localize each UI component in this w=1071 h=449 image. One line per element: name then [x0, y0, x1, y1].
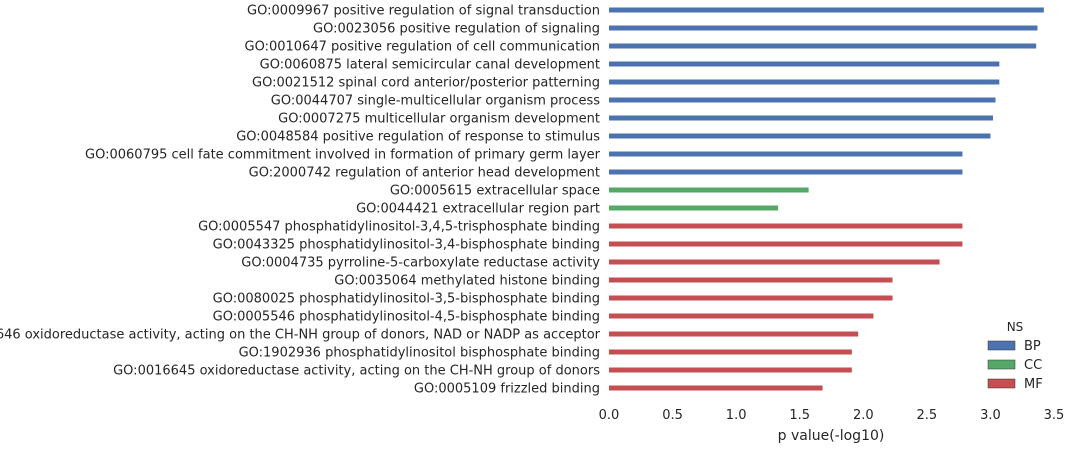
bar — [609, 259, 940, 265]
bar — [609, 61, 1000, 67]
bar — [609, 205, 779, 211]
category-label: GO:0060875 lateral semicircular canal de… — [260, 58, 600, 73]
category-label: GO:1902936 phosphatidylinositol bisphosp… — [239, 346, 600, 361]
x-tick-label: 1.0 — [726, 408, 747, 423]
legend-label: MF — [1024, 377, 1043, 392]
category-label: GO:0009967 positive regulation of signal… — [247, 4, 600, 19]
category-label: GO:0007275 multicellular organism develo… — [278, 112, 600, 127]
legend-label: BP — [1024, 339, 1041, 354]
x-tick-label: 3.5 — [1044, 408, 1065, 423]
category-label: GO:0004735 pyrroline-5-carboxylate reduc… — [241, 256, 600, 271]
bar — [609, 313, 874, 319]
bar — [609, 151, 963, 157]
bar — [609, 331, 859, 337]
category-labels: GO:0009967 positive regulation of signal… — [0, 4, 601, 397]
legend-title: NS — [1007, 320, 1024, 334]
category-label: GO:0023056 positive regulation of signal… — [313, 22, 600, 37]
x-axis-ticks: 0.0 0.5 1.0 1.5 2.0 2.5 3.0 3.5 — [599, 408, 1065, 423]
bar — [609, 169, 963, 175]
category-label: GO:0048584 positive regulation of respon… — [236, 130, 600, 145]
x-tick-label: 0.0 — [599, 408, 620, 423]
category-label: GO:0005615 extracellular space — [390, 184, 600, 199]
x-tick-label: 2.0 — [853, 408, 874, 423]
category-label: GO:0010647 positive regulation of cell c… — [245, 40, 600, 55]
x-tick-label: 0.5 — [662, 408, 683, 423]
category-label: GO:0005547 phosphatidylinositol-3,4,5-tr… — [198, 220, 600, 235]
bar — [609, 97, 996, 103]
bar — [609, 349, 852, 355]
category-label: GO:0005109 frizzled binding — [414, 382, 600, 397]
bar — [609, 223, 963, 229]
bar — [609, 241, 963, 247]
legend-label: CC — [1024, 358, 1042, 373]
category-label: GO:0080025 phosphatidylinositol-3,5-bisp… — [213, 292, 600, 307]
category-label: GO:0016645 oxidoreductase activity, acti… — [113, 364, 600, 379]
bar — [609, 25, 1038, 31]
x-tick-label: 2.5 — [917, 408, 938, 423]
bar — [609, 295, 893, 301]
x-tick-label: 3.0 — [980, 408, 1001, 423]
category-label: GO:0044421 extracellular region part — [356, 202, 600, 217]
legend-entries: BP CC MF — [987, 339, 1043, 392]
category-label: GO:0016646 oxidoreductase activity, acti… — [0, 328, 601, 343]
category-label: GO:0060795 cell fate commitment involved… — [85, 148, 601, 163]
category-label: GO:0005546 phosphatidylinositol-4,5-bisp… — [213, 310, 600, 325]
category-label: GO:0021512 spinal cord anterior/posterio… — [252, 76, 600, 91]
bar — [609, 7, 1044, 13]
legend-swatch — [987, 340, 1016, 351]
legend-swatch — [987, 359, 1016, 370]
x-tick-label: 1.5 — [789, 408, 810, 423]
bar — [609, 133, 991, 139]
category-label: GO:2000742 regulation of anterior head d… — [249, 166, 600, 181]
bar — [609, 367, 852, 373]
bar — [609, 43, 1037, 49]
x-axis-title: p value(-log10) — [778, 428, 885, 444]
bar — [609, 187, 809, 193]
bar — [609, 385, 823, 391]
bars-layer — [609, 7, 1044, 391]
bar — [609, 115, 993, 121]
category-label: GO:0044707 single-multicellular organism… — [271, 94, 600, 109]
category-label: GO:0035064 methylated histone binding — [334, 274, 600, 289]
legend: NS BP CC MF — [987, 320, 1043, 392]
category-label: GO:0043325 phosphatidylinositol-3,4-bisp… — [213, 238, 600, 253]
bar — [609, 79, 1000, 85]
bar — [609, 277, 893, 283]
legend-swatch — [987, 378, 1016, 389]
